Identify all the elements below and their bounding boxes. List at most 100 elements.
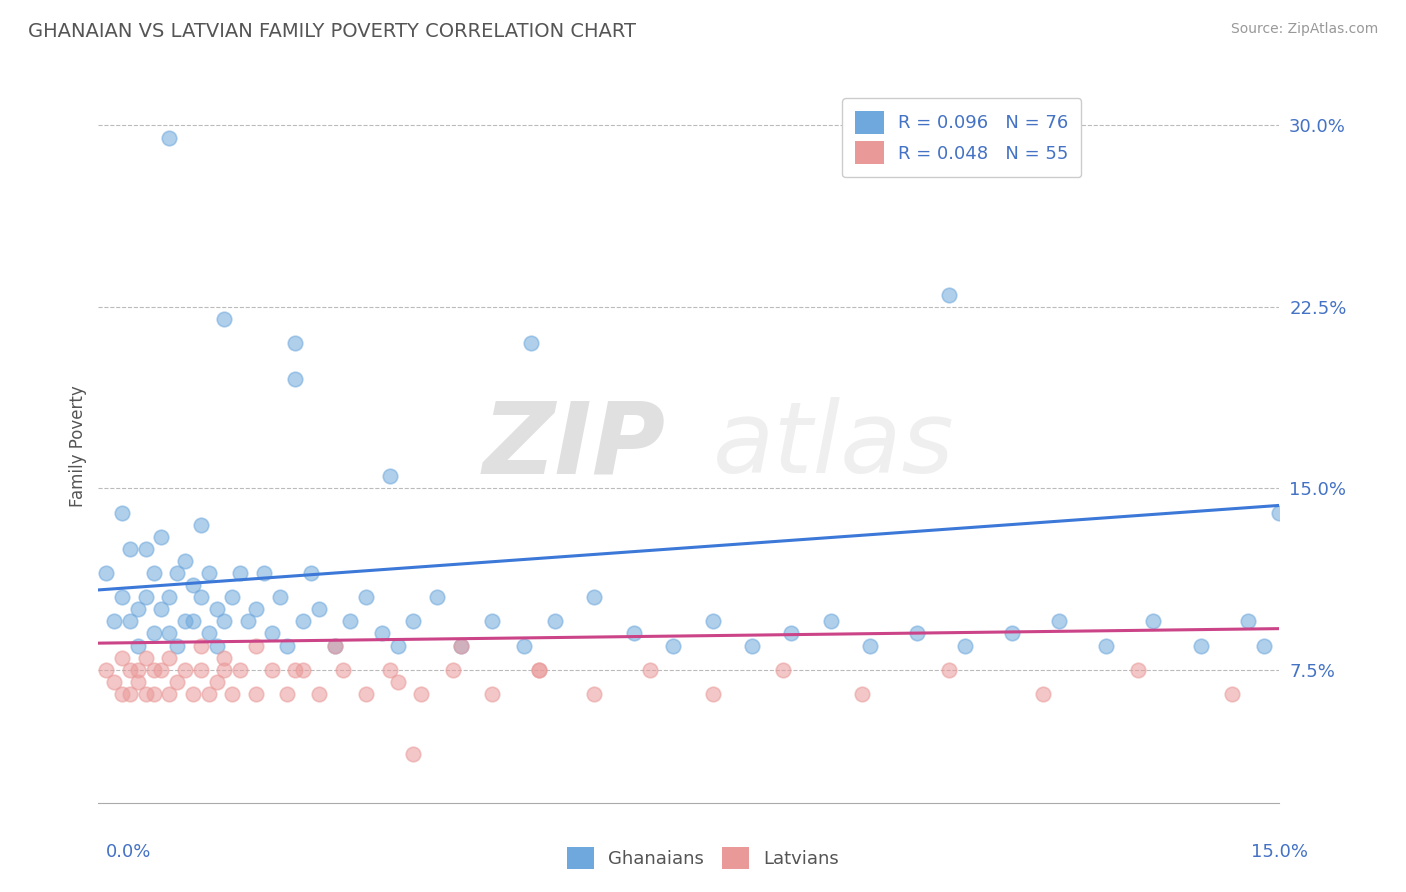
Point <box>214 650 236 665</box>
Point <box>1308 663 1330 677</box>
Point <box>205 639 228 653</box>
Point <box>142 687 165 701</box>
Text: ZIP: ZIP <box>482 398 665 494</box>
Text: atlas: atlas <box>713 398 955 494</box>
Point <box>292 615 315 629</box>
Point <box>772 663 794 677</box>
Point <box>402 747 425 762</box>
Point <box>118 687 141 701</box>
Point <box>135 541 157 556</box>
Point <box>103 674 125 689</box>
Point <box>1268 506 1291 520</box>
Point <box>181 687 204 701</box>
Point <box>166 674 188 689</box>
Point <box>142 566 165 580</box>
Point <box>103 615 125 629</box>
Point <box>135 650 157 665</box>
Point <box>284 663 307 677</box>
Point <box>96 566 118 580</box>
Point <box>1189 639 1212 653</box>
Point <box>157 130 180 145</box>
Point <box>111 687 134 701</box>
Point <box>1142 615 1164 629</box>
Point <box>260 663 283 677</box>
Point <box>387 639 409 653</box>
Point <box>150 663 173 677</box>
Point <box>780 626 803 640</box>
Point <box>190 639 212 653</box>
Point <box>166 639 188 653</box>
Point <box>214 663 236 677</box>
Point <box>378 663 401 677</box>
Point <box>197 566 219 580</box>
Point <box>150 530 173 544</box>
Point <box>127 602 149 616</box>
Point <box>181 578 204 592</box>
Point <box>332 663 354 677</box>
Point <box>118 541 141 556</box>
Point <box>529 663 551 677</box>
Point <box>111 590 134 604</box>
Point <box>339 615 361 629</box>
Point <box>276 639 298 653</box>
Point <box>1237 615 1260 629</box>
Point <box>308 687 330 701</box>
Point <box>441 663 464 677</box>
Legend: R = 0.096   N = 76, R = 0.048   N = 55: R = 0.096 N = 76, R = 0.048 N = 55 <box>842 98 1081 178</box>
Point <box>245 639 267 653</box>
Point <box>96 663 118 677</box>
Point <box>702 687 724 701</box>
Point <box>411 687 433 701</box>
Point <box>205 602 228 616</box>
Point <box>378 469 401 483</box>
Point <box>520 336 543 351</box>
Point <box>214 615 236 629</box>
Point <box>150 602 173 616</box>
Point <box>236 615 259 629</box>
Point <box>354 687 377 701</box>
Point <box>214 312 236 326</box>
Point <box>253 566 276 580</box>
Point <box>371 626 394 640</box>
Legend: Ghanaians, Latvians: Ghanaians, Latvians <box>560 839 846 876</box>
Point <box>354 590 377 604</box>
Point <box>127 674 149 689</box>
Point <box>157 626 180 640</box>
Point <box>229 566 252 580</box>
Point <box>157 590 180 604</box>
Point <box>157 687 180 701</box>
Point <box>450 639 472 653</box>
Point <box>245 687 267 701</box>
Point <box>1032 687 1054 701</box>
Point <box>1253 639 1275 653</box>
Point <box>221 687 243 701</box>
Point <box>387 674 409 689</box>
Point <box>851 687 873 701</box>
Point <box>402 615 425 629</box>
Point <box>481 687 503 701</box>
Point <box>111 506 134 520</box>
Point <box>1220 687 1243 701</box>
Point <box>741 639 763 653</box>
Point <box>135 687 157 701</box>
Point <box>197 687 219 701</box>
Point <box>905 626 928 640</box>
Point <box>583 687 606 701</box>
Point <box>702 615 724 629</box>
Point <box>529 663 551 677</box>
Point <box>142 626 165 640</box>
Point <box>284 372 307 386</box>
Point <box>1126 663 1149 677</box>
Point <box>450 639 472 653</box>
Point <box>938 663 960 677</box>
Point <box>221 590 243 604</box>
Point <box>269 590 291 604</box>
Point <box>820 615 842 629</box>
Point <box>481 615 503 629</box>
Point <box>111 650 134 665</box>
Point <box>157 650 180 665</box>
Point <box>174 615 197 629</box>
Point <box>229 663 252 677</box>
Point <box>859 639 882 653</box>
Point <box>118 615 141 629</box>
